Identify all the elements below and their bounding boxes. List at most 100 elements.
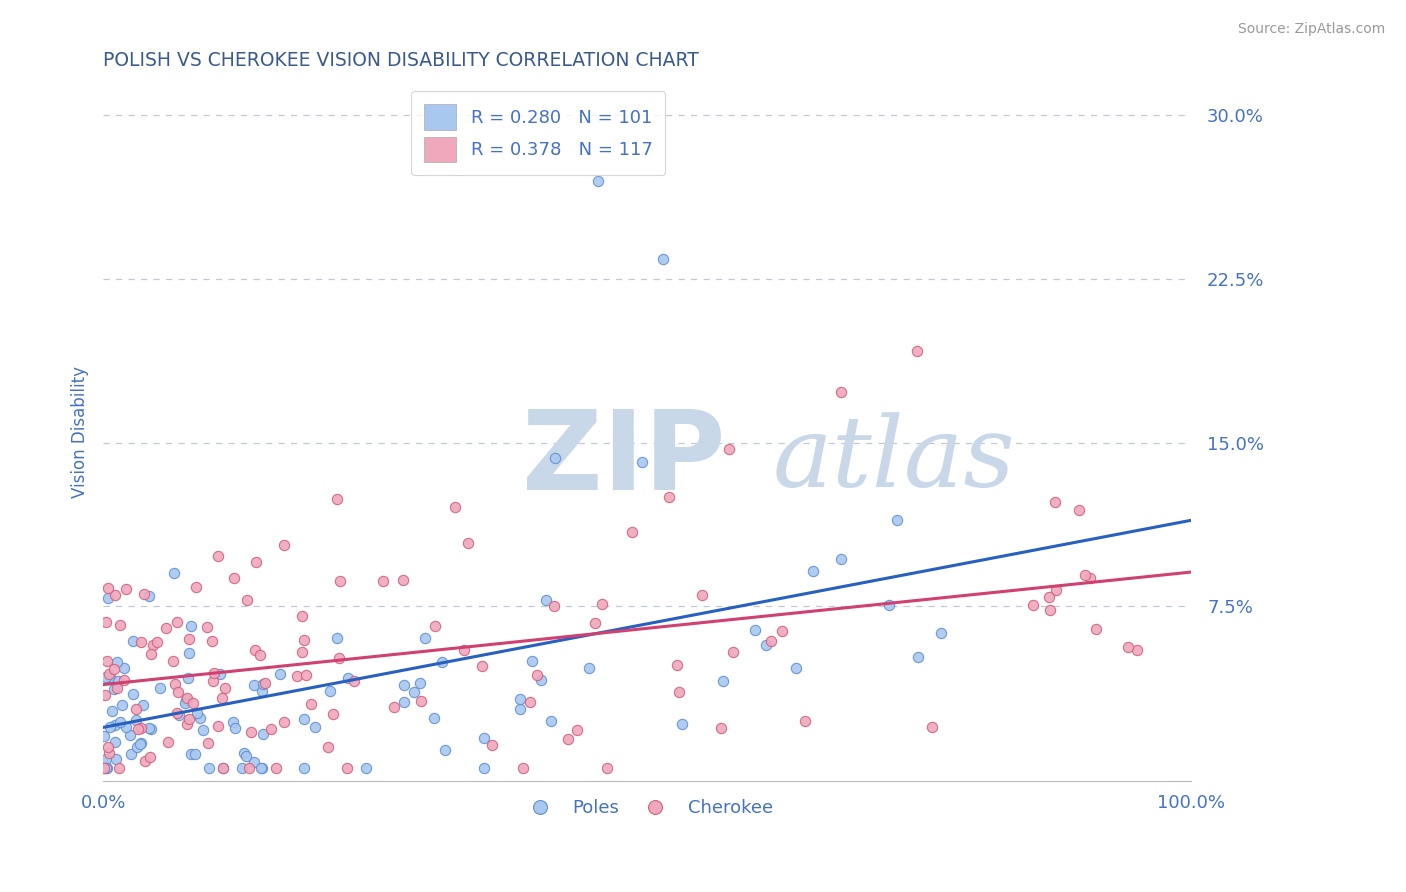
Point <box>212 761 235 775</box>
Point <box>721 645 744 659</box>
Point <box>583 616 606 631</box>
Point <box>591 597 613 611</box>
Point <box>382 700 405 714</box>
Point <box>96 761 118 775</box>
Point <box>761 634 783 648</box>
Point <box>118 729 141 743</box>
Point <box>195 620 218 634</box>
Point <box>509 702 531 716</box>
Point <box>392 678 415 692</box>
Point <box>207 549 229 563</box>
Point <box>112 661 135 675</box>
Point <box>337 671 360 685</box>
Point <box>1116 640 1139 655</box>
Point <box>373 574 395 588</box>
Point <box>239 725 262 739</box>
Point <box>155 621 177 635</box>
Point <box>146 635 169 649</box>
Point <box>443 500 465 515</box>
Point <box>520 654 543 668</box>
Point <box>177 712 200 726</box>
Point <box>125 701 148 715</box>
Point <box>141 722 163 736</box>
Point <box>180 747 202 761</box>
Point <box>668 685 690 699</box>
Point <box>121 634 143 648</box>
Point <box>127 722 149 736</box>
Point <box>132 698 155 712</box>
Point <box>232 746 254 760</box>
Point <box>329 574 352 588</box>
Point <box>343 674 366 689</box>
Point <box>540 714 562 729</box>
Point <box>509 692 531 706</box>
Point <box>93 729 115 743</box>
Point <box>830 385 852 400</box>
Point <box>402 685 425 699</box>
Point <box>690 588 713 602</box>
Point <box>103 682 125 697</box>
Point <box>149 681 172 695</box>
Point <box>105 681 128 695</box>
Point <box>557 732 579 747</box>
Point <box>197 736 219 750</box>
Point <box>138 721 160 735</box>
Point <box>141 647 163 661</box>
Point <box>453 643 475 657</box>
Point <box>877 598 900 612</box>
Point <box>1039 602 1062 616</box>
Point <box>294 668 316 682</box>
Point <box>125 713 148 727</box>
Point <box>1045 495 1067 509</box>
Point <box>252 761 274 775</box>
Point <box>1074 567 1097 582</box>
Point <box>242 755 264 769</box>
Point <box>108 714 131 729</box>
Point <box>794 714 817 729</box>
Point <box>252 727 274 741</box>
Point <box>104 718 127 732</box>
Point <box>97 739 120 754</box>
Point <box>105 752 128 766</box>
Point <box>744 623 766 637</box>
Point <box>186 706 208 720</box>
Point <box>269 666 291 681</box>
Point <box>292 633 315 648</box>
Point <box>252 684 274 698</box>
Point <box>125 739 148 754</box>
Point <box>250 761 273 775</box>
Point <box>578 661 600 675</box>
Point <box>179 646 201 660</box>
Point <box>97 581 120 595</box>
Point <box>222 571 245 585</box>
Point <box>434 743 457 757</box>
Point <box>121 687 143 701</box>
Point <box>322 707 344 722</box>
Point <box>134 587 156 601</box>
Point <box>326 492 349 507</box>
Point <box>394 695 416 709</box>
Legend: Poles, Cherokee: Poles, Cherokee <box>515 792 780 824</box>
Point <box>201 673 224 688</box>
Point <box>318 684 340 698</box>
Point <box>93 761 115 775</box>
Text: Source: ZipAtlas.com: Source: ZipAtlas.com <box>1237 22 1385 37</box>
Point <box>905 343 928 358</box>
Point <box>252 677 274 691</box>
Point <box>224 721 246 735</box>
Point <box>392 573 415 587</box>
Point <box>316 740 339 755</box>
Point <box>291 645 314 659</box>
Point <box>354 761 377 775</box>
Point <box>586 173 609 187</box>
Point <box>162 655 184 669</box>
Point <box>413 631 436 645</box>
Point <box>273 715 295 730</box>
Point <box>565 723 588 737</box>
Point <box>830 551 852 566</box>
Point <box>238 761 260 775</box>
Point <box>166 615 188 629</box>
Point <box>167 684 190 698</box>
Point <box>166 706 188 720</box>
Point <box>543 450 565 465</box>
